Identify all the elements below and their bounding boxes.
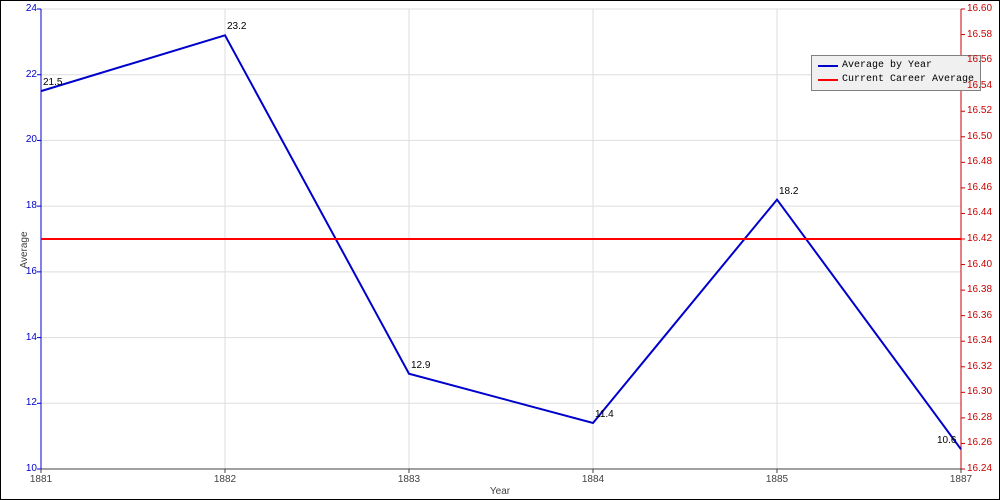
y-right-tick-label: 16.58	[967, 29, 1000, 40]
legend-item: Average by Year	[818, 59, 974, 73]
x-tick-label: 1883	[389, 474, 429, 485]
legend-label: Average by Year	[842, 59, 932, 73]
legend-item: Current Career Average	[818, 73, 974, 87]
data-point-label: 23.2	[227, 21, 246, 32]
legend-swatch	[818, 65, 838, 67]
y-left-tick-label: 16	[7, 266, 37, 277]
y-axis-left-title: Average	[19, 231, 30, 268]
x-tick-label: 1887	[941, 474, 981, 485]
y-right-tick-label: 16.36	[967, 310, 1000, 321]
y-right-tick-label: 16.54	[967, 80, 1000, 91]
x-axis-title: Year	[490, 486, 510, 497]
y-right-tick-label: 16.44	[967, 207, 1000, 218]
legend-label: Current Career Average	[842, 73, 974, 87]
data-point-label: 10.6	[937, 435, 956, 446]
x-tick-label: 1881	[21, 474, 61, 485]
data-point-label: 12.9	[411, 360, 430, 371]
y-left-tick-label: 14	[7, 332, 37, 343]
y-right-tick-label: 16.46	[967, 182, 1000, 193]
y-right-tick-label: 16.60	[967, 3, 1000, 14]
y-left-tick-label: 10	[7, 463, 37, 474]
chart-container: Average Year Average by YearCurrent Care…	[0, 0, 1000, 500]
y-right-tick-label: 16.42	[967, 233, 1000, 244]
y-right-tick-label: 16.52	[967, 105, 1000, 116]
y-left-tick-label: 12	[7, 397, 37, 408]
y-left-tick-label: 22	[7, 69, 37, 80]
y-right-tick-label: 16.56	[967, 54, 1000, 65]
y-right-tick-label: 16.28	[967, 412, 1000, 423]
y-right-tick-label: 16.32	[967, 361, 1000, 372]
x-tick-label: 1882	[205, 474, 245, 485]
y-right-tick-label: 16.30	[967, 386, 1000, 397]
data-point-label: 18.2	[779, 186, 798, 197]
y-left-tick-label: 20	[7, 134, 37, 145]
y-right-tick-label: 16.38	[967, 284, 1000, 295]
legend-swatch	[818, 79, 838, 81]
y-right-tick-label: 16.40	[967, 259, 1000, 270]
x-tick-label: 1884	[573, 474, 613, 485]
data-point-label: 21.5	[43, 77, 62, 88]
y-right-tick-label: 16.26	[967, 437, 1000, 448]
y-left-tick-label: 18	[7, 200, 37, 211]
y-right-tick-label: 16.48	[967, 156, 1000, 167]
data-point-label: 11.4	[595, 409, 614, 420]
y-right-tick-label: 16.34	[967, 335, 1000, 346]
y-left-tick-label: 24	[7, 3, 37, 14]
y-right-tick-label: 16.50	[967, 131, 1000, 142]
legend: Average by YearCurrent Career Average	[811, 55, 981, 91]
x-tick-label: 1885	[757, 474, 797, 485]
y-right-tick-label: 16.24	[967, 463, 1000, 474]
